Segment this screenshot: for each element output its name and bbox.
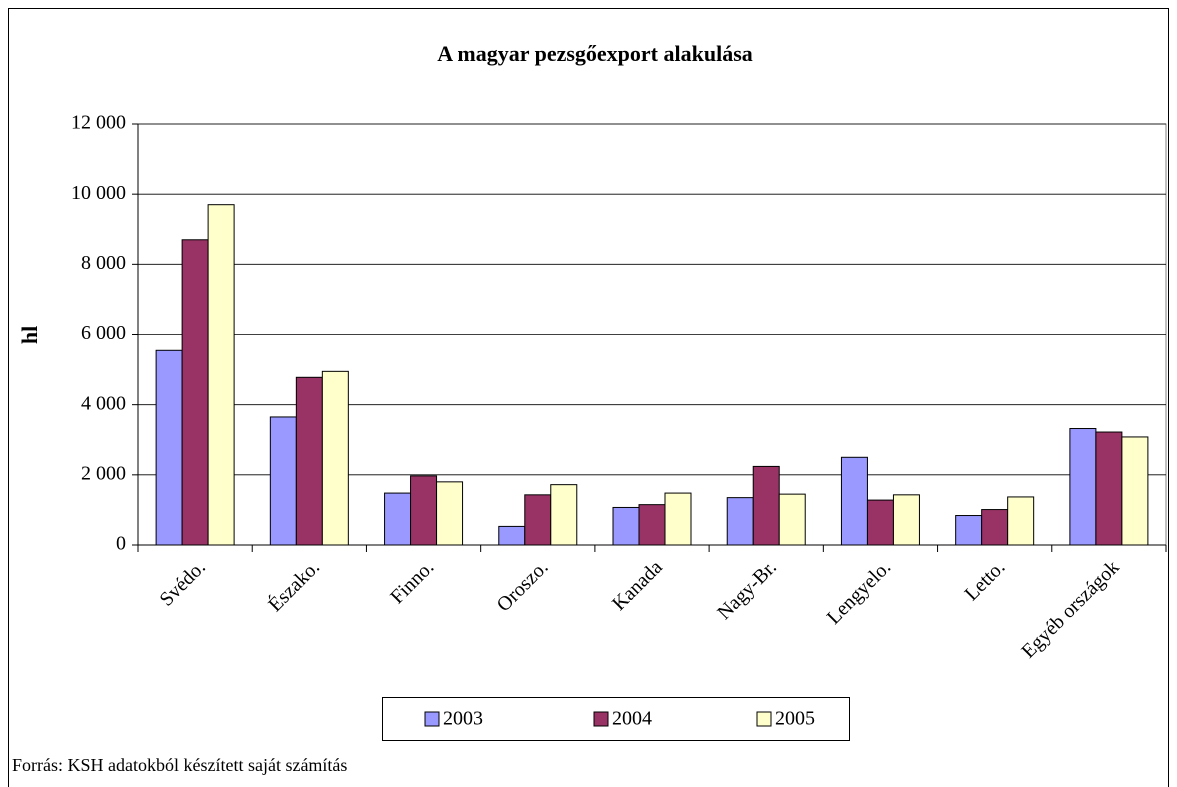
bar [726,497,754,546]
bar [321,370,349,546]
bar [207,204,235,546]
legend-swatch [756,711,772,727]
chart-title: A magyar pezsgőexport alakulása [437,41,753,66]
x-tick-label: Lengyelo. [823,556,896,629]
y-tick-label: 4 000 [81,392,126,414]
bar [1121,436,1149,546]
x-tick-label: Észako. [263,556,324,617]
bar [892,494,920,546]
bar [384,492,412,546]
source-note: Forrás: KSH adatokból készített saját sz… [12,755,347,775]
bar [1069,428,1097,546]
bar [955,515,983,546]
bar [1007,496,1035,546]
legend-label: 2004 [612,708,652,730]
legend-box [382,697,850,741]
y-tick-label: 2 000 [81,462,126,484]
x-tick-label: Letto. [961,556,1010,605]
legend-label: 2003 [443,708,483,730]
bar [866,499,894,546]
x-tick-label: Nagy-Br. [713,556,781,624]
bar [981,509,1009,546]
bar [181,239,209,546]
bar [612,506,640,546]
bar [664,492,692,546]
bar [524,494,552,546]
bar [550,484,578,546]
bar [638,504,666,546]
bar [752,465,780,546]
bar [295,376,323,546]
legend-label: 2005 [775,708,815,730]
x-tick-label: Oroszo. [493,556,553,616]
bar [778,493,806,546]
y-tick-label: 10 000 [71,182,126,204]
x-tick-label: Kanada [608,556,667,615]
y-tick-label: 12 000 [71,112,126,134]
bar [155,349,183,546]
x-tick-label: Finno. [386,556,438,608]
bar [410,475,438,546]
bar [1095,431,1123,546]
y-tick-label: 0 [116,533,126,555]
bar [840,456,868,546]
bar [436,481,464,546]
bar [498,525,526,546]
y-tick-label: 6 000 [81,322,126,344]
legend-swatch [593,711,609,727]
x-tick-label: Egyéb országok [1017,556,1123,662]
y-axis-label: hl [17,326,42,344]
x-tick-label: Svédo. [155,556,209,610]
legend-swatch [424,711,440,727]
y-tick-label: 8 000 [81,252,126,274]
chart-frame [8,8,1169,787]
bar [269,416,297,546]
